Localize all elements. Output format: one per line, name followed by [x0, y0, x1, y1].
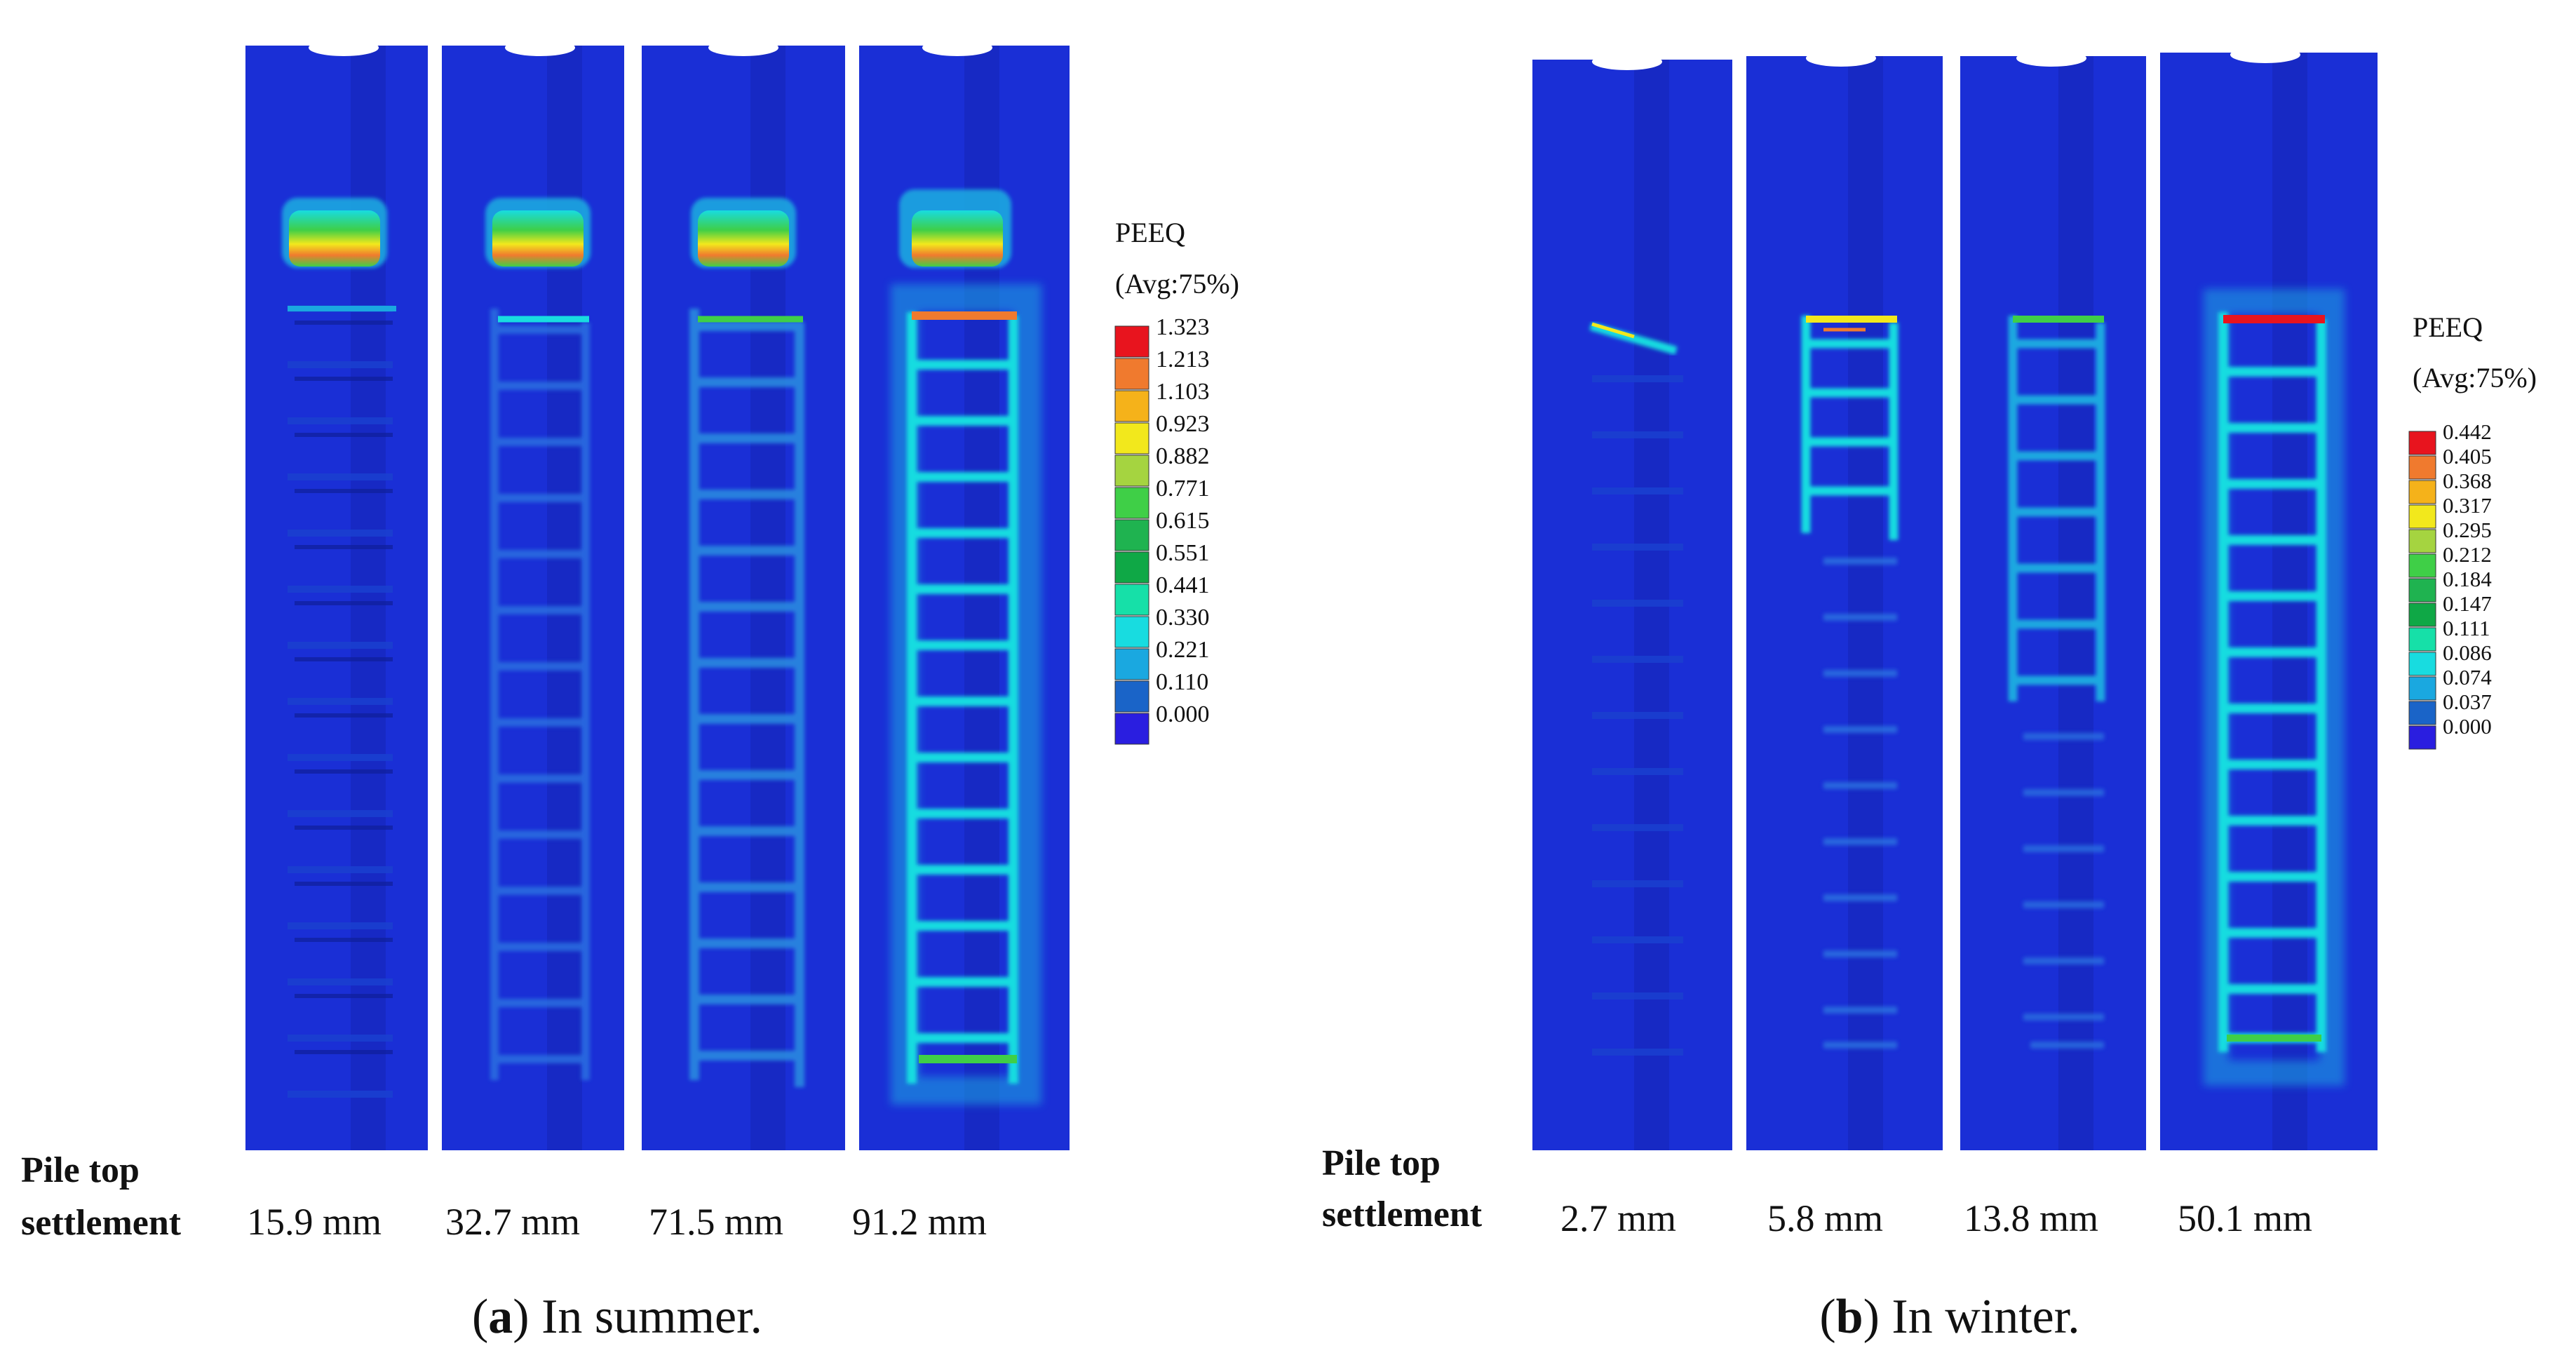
- legend-value: 0.923: [1156, 411, 1210, 437]
- legend-swatch: [1114, 616, 1149, 648]
- legend-a-swatches: [1114, 325, 1149, 745]
- legend-swatch: [1114, 422, 1149, 455]
- legend-value: 0.184: [2443, 567, 2492, 591]
- legend-value: 0.330: [1156, 605, 1210, 631]
- legend-swatch: [2408, 627, 2436, 652]
- panel-b-models: [1532, 46, 2378, 1150]
- model-a1: [245, 39, 428, 1150]
- legend-swatch: [2408, 480, 2436, 504]
- settlement-b4: 50.1 mm: [2178, 1197, 2312, 1239]
- legend-b-labels: 0.4420.4050.3680.3170.2950.2120.1840.147…: [2443, 419, 2492, 739]
- settlement-a1: 15.9 mm: [247, 1201, 382, 1243]
- legend-value: 0.037: [2443, 689, 2492, 714]
- settlement-label-b-line1: Pile top: [1322, 1143, 1441, 1183]
- caption-b-letter: b: [1836, 1290, 1863, 1344]
- model-a2: [442, 39, 624, 1150]
- legend-swatch: [1114, 713, 1149, 745]
- settlement-a4: 91.2 mm: [852, 1201, 987, 1243]
- settlement-a2: 32.7 mm: [445, 1201, 580, 1243]
- panel-a-settlement: Pile top settlement 15.9 mm 32.7 mm 71.5…: [21, 1150, 987, 1243]
- model-b3: [1960, 50, 2146, 1150]
- legend-value: 0.147: [2443, 591, 2492, 616]
- legend-swatch: [2408, 652, 2436, 676]
- model-b4: [2160, 46, 2378, 1150]
- legend-swatch: [1114, 358, 1149, 390]
- legend-swatch: [2408, 578, 2436, 602]
- legend-value: 0.368: [2443, 469, 2492, 493]
- caption-b: (b) In winter.: [1819, 1290, 2079, 1344]
- settlement-label-b-line2: settlement: [1322, 1194, 1483, 1234]
- legend-value: 0.000: [1156, 701, 1210, 727]
- legend-swatch: [1114, 648, 1149, 680]
- legend-swatch: [1114, 325, 1149, 358]
- legend-value: 0.110: [1156, 669, 1208, 695]
- legend-swatch: [2408, 529, 2436, 553]
- legend-a-title: PEEQ: [1115, 217, 1185, 248]
- legend-value: 0.551: [1156, 540, 1210, 566]
- legend-a-subtitle: (Avg:75%): [1115, 268, 1239, 299]
- legend-swatch: [1114, 487, 1149, 519]
- legend-value: 0.111: [2443, 616, 2490, 640]
- legend-value: 1.103: [1156, 379, 1210, 405]
- legend-swatch: [2408, 431, 2436, 455]
- legend-swatch: [1114, 390, 1149, 422]
- legend-value: 0.074: [2443, 665, 2492, 689]
- legend-value: 0.221: [1156, 637, 1210, 663]
- settlement-b3: 13.8 mm: [1964, 1197, 2098, 1239]
- legend-value: 1.213: [1156, 346, 1210, 372]
- panel-a-legend: PEEQ (Avg:75%) 1.323 1.213 1.103 0.923 0.882…: [1114, 217, 1239, 745]
- legend-swatch: [1114, 455, 1149, 487]
- legend-a-labels: 1.323 1.213 1.103 0.923 0.882 0.771 0.615 0.551…: [1156, 314, 1210, 727]
- caption-b-text: In winter.: [1880, 1290, 2080, 1344]
- legend-value: 0.086: [2443, 640, 2492, 665]
- legend-swatch: [1114, 519, 1149, 551]
- panel-a-models: [245, 39, 1070, 1150]
- legend-swatch: [1114, 551, 1149, 584]
- settlement-label-a-line2: settlement: [21, 1203, 182, 1243]
- caption-a-text: In summer.: [530, 1290, 762, 1344]
- model-b1: [1532, 53, 1732, 1150]
- model-a3: [642, 39, 845, 1150]
- legend-swatch: [2408, 602, 2436, 627]
- settlement-label-a-line1: Pile top: [21, 1150, 140, 1190]
- settlement-b2: 5.8 mm: [1767, 1197, 1883, 1239]
- panel-b-legend: PEEQ (Avg:75%) 0.4420.4050.3680.3170.295…: [2408, 311, 2537, 750]
- legend-swatch: [2408, 553, 2436, 578]
- legend-value: 0.442: [2443, 419, 2492, 444]
- model-b2: [1746, 50, 1943, 1150]
- model-a4: [859, 39, 1070, 1150]
- legend-value: 0.882: [1156, 443, 1210, 469]
- legend-value: 0.317: [2443, 493, 2492, 518]
- legend-value: 0.771: [1156, 476, 1210, 501]
- legend-swatch: [2408, 676, 2436, 701]
- legend-b-title: PEEQ: [2413, 311, 2483, 343]
- legend-value: 0.441: [1156, 572, 1210, 598]
- caption-a-letter: a: [488, 1290, 513, 1344]
- settlement-a3: 71.5 mm: [649, 1201, 783, 1243]
- legend-value: 0.000: [2443, 714, 2492, 739]
- legend-b-swatches: [2408, 431, 2436, 750]
- legend-swatch: [1114, 680, 1149, 713]
- legend-swatch: [2408, 504, 2436, 529]
- legend-swatch: [1114, 584, 1149, 616]
- legend-b-subtitle: (Avg:75%): [2413, 362, 2537, 393]
- legend-value: 0.295: [2443, 518, 2492, 542]
- legend-value: 0.615: [1156, 508, 1210, 534]
- legend-swatch: [2408, 725, 2436, 750]
- legend-value: 1.323: [1156, 314, 1210, 340]
- legend-swatch: [2408, 701, 2436, 725]
- settlement-b1: 2.7 mm: [1560, 1197, 1676, 1239]
- caption-a: (a) In summer.: [472, 1290, 762, 1344]
- legend-value: 0.212: [2443, 542, 2492, 567]
- legend-value: 0.405: [2443, 444, 2492, 469]
- panel-b-settlement: Pile top settlement 2.7 mm 5.8 mm 13.8 m…: [1322, 1143, 2312, 1239]
- legend-swatch: [2408, 455, 2436, 480]
